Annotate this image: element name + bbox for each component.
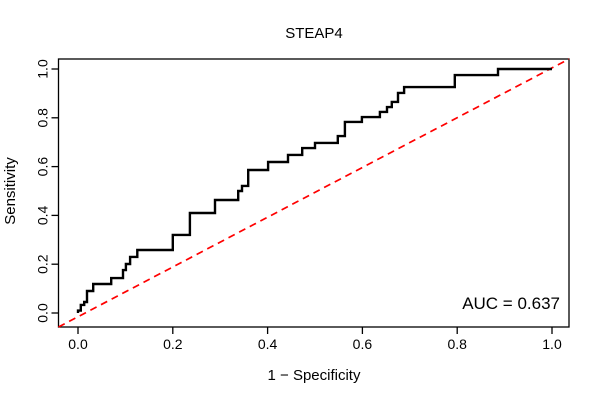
x-tick-label: 1.0 xyxy=(542,336,562,352)
chance-diagonal-line xyxy=(58,58,570,328)
x-tick-label: 0.2 xyxy=(163,336,183,352)
y-tick-label: 0.6 xyxy=(35,157,51,177)
y-axis-label: Sensitivity xyxy=(2,157,19,225)
y-tick-label: 0.4 xyxy=(35,205,51,225)
y-axis: 0.0 0.2 0.4 0.6 0.8 1.0 xyxy=(35,59,59,323)
x-tick-label: 0.8 xyxy=(447,336,467,352)
chart-title: STEAP4 xyxy=(285,25,343,42)
x-tick-label: 0.0 xyxy=(68,336,88,352)
x-tick-label: 0.4 xyxy=(258,336,278,352)
auc-annotation: AUC = 0.637 xyxy=(462,294,560,313)
roc-curve xyxy=(76,67,552,313)
x-axis-label: 1 − Specificity xyxy=(268,367,361,384)
x-tick-label: 0.6 xyxy=(353,336,373,352)
y-tick-label: 1.0 xyxy=(35,59,51,79)
plot-box xyxy=(57,58,570,328)
y-tick-label: 0.2 xyxy=(35,254,51,274)
y-tick-label: 0.8 xyxy=(35,108,51,128)
y-tick-label: 0.0 xyxy=(35,303,51,323)
x-axis: 0.0 0.2 0.4 0.6 0.8 1.0 xyxy=(68,327,562,352)
